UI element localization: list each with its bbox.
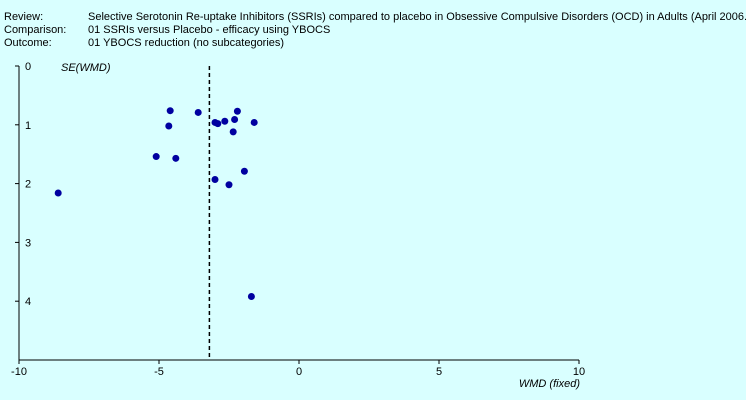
outcome-row: Outcome: 01 YBOCS reduction (no subcateg… (4, 37, 746, 50)
study-point (225, 181, 233, 189)
study-point (165, 122, 173, 130)
y-tick-label: 2 (25, 179, 31, 191)
study-point (250, 118, 258, 126)
study-point (152, 153, 160, 161)
study-point (231, 116, 239, 124)
y-tick-label: 0 (25, 61, 31, 73)
study-point (221, 117, 229, 125)
outcome-label: Outcome: (4, 37, 52, 49)
comparison-row: Comparison: 01 SSRIs versus Placebo - ef… (4, 24, 746, 37)
study-point (166, 107, 174, 115)
outcome-value: 01 YBOCS reduction (no subcategories) (88, 37, 285, 49)
x-tick-label: -10 (11, 366, 27, 378)
study-point (247, 292, 255, 300)
y-tick-label: 4 (25, 296, 31, 308)
study-point (54, 189, 62, 197)
x-tick-label: 0 (296, 366, 302, 378)
study-point (211, 175, 219, 183)
review-label: Review: (4, 11, 44, 23)
comparison-label: Comparison: (4, 24, 67, 36)
study-point (172, 154, 180, 162)
x-tick-label: 10 (573, 366, 585, 378)
study-point (233, 107, 241, 115)
data-points (54, 107, 258, 300)
review-value: Selective Serotonin Re-uptake Inhibitors… (88, 11, 746, 23)
comparison-value: 01 SSRIs versus Placebo - efficacy using… (88, 24, 331, 36)
study-point (229, 128, 237, 136)
y-tick-label: 1 (25, 120, 31, 132)
y-axis-label: SE(WMD) (61, 62, 111, 74)
x-axis-label: WMD (fixed) (519, 378, 580, 390)
study-point (214, 120, 222, 128)
study-point (194, 108, 202, 116)
y-tick-label: 3 (25, 237, 31, 249)
x-tick-label: 5 (436, 366, 442, 378)
review-header: Review: Selective Serotonin Re-uptake In… (4, 11, 746, 50)
review-row: Review: Selective Serotonin Re-uptake In… (4, 11, 746, 24)
x-tick-label: -5 (154, 366, 164, 378)
axes: 0 1 2 3 4 -10 -5 0 5 10 (11, 61, 585, 378)
study-point (240, 167, 248, 175)
